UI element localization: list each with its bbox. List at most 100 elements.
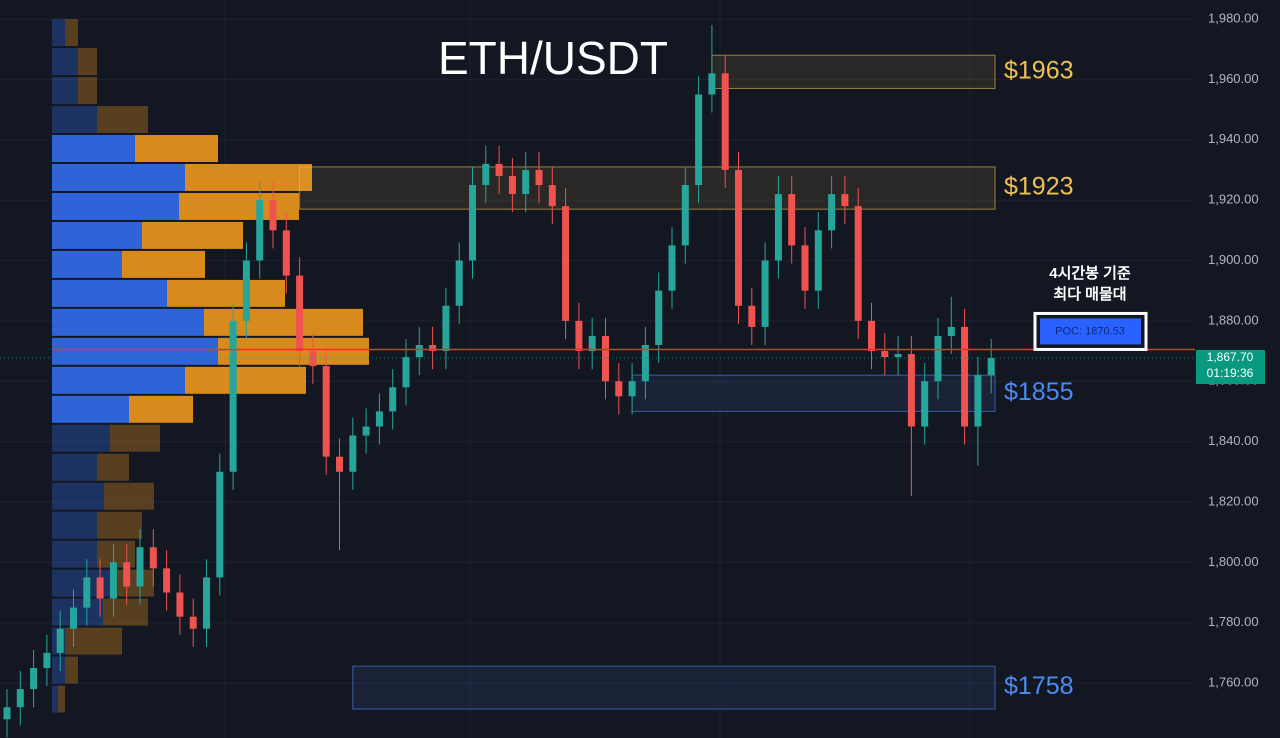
profile-sell [135, 135, 218, 162]
candle-body [695, 94, 703, 186]
profile-sell [129, 395, 193, 423]
zone-label: $1963 [1004, 56, 1074, 84]
candle-body [229, 320, 237, 472]
candle-body [136, 547, 144, 587]
profile-buy [52, 308, 204, 336]
y-tick-label: 1,980.00 [1208, 10, 1259, 25]
candle-body [83, 577, 91, 608]
chart-title: ETH/USDT [438, 32, 668, 84]
y-tick-label: 1,820.00 [1208, 493, 1259, 508]
profile-buy [52, 192, 179, 220]
candle-body [562, 206, 570, 321]
candle-body [189, 616, 197, 629]
profile-buy [52, 598, 103, 626]
profile-buy [52, 453, 97, 481]
y-tick-label: 1,800.00 [1208, 554, 1259, 569]
profile-buy [52, 77, 78, 105]
candle-body [56, 628, 64, 653]
candle-body [242, 260, 250, 321]
profile-sell [65, 19, 78, 47]
y-tick-label: 1,900.00 [1208, 252, 1259, 267]
candle-body [389, 387, 397, 412]
candle-body [841, 194, 849, 207]
profile-sell [218, 337, 369, 365]
grid [0, 0, 1195, 738]
profile-sell [167, 279, 285, 307]
profile-sell [97, 106, 148, 134]
candle-body [70, 607, 77, 629]
candle-body [947, 326, 955, 336]
zone [352, 665, 996, 710]
candle-body [814, 230, 822, 291]
profile-buy [52, 511, 97, 539]
profile-sell [78, 48, 97, 76]
poc-inner [1040, 318, 1141, 345]
candle-body [588, 335, 596, 352]
y-tick-label: 1,940.00 [1208, 131, 1259, 146]
candle-body [602, 335, 609, 382]
candle-body [668, 245, 676, 291]
profile-sell [142, 221, 243, 249]
candle-body [721, 73, 729, 170]
candle-body [375, 411, 383, 427]
profile-buy [52, 366, 185, 394]
countdown: 01:19:36 [1207, 366, 1254, 380]
zone-label: $1855 [1004, 378, 1074, 406]
candle-body [96, 577, 104, 599]
candle-body [974, 375, 982, 427]
profile-buy [52, 279, 167, 307]
profile-buy [52, 685, 58, 713]
candle-body [336, 456, 343, 472]
candle-body [535, 169, 543, 186]
candle-body [748, 305, 756, 327]
zone [631, 374, 996, 412]
y-tick-label: 1,880.00 [1208, 312, 1259, 327]
candle-body [774, 194, 782, 261]
profile-buy [52, 424, 110, 452]
candle-body [203, 577, 210, 629]
zone-label: $1758 [1004, 672, 1074, 700]
candle-body [881, 351, 889, 358]
profile-sell [103, 598, 148, 626]
candles [3, 25, 995, 738]
candle-body [282, 230, 290, 276]
candle-body [269, 200, 277, 231]
poc-note: 4시간봉 기준 [1049, 265, 1131, 282]
candle-body [163, 568, 171, 593]
candle-body [788, 194, 796, 246]
candle-body [322, 366, 330, 457]
profile-buy [52, 337, 218, 365]
profile-buy [52, 135, 135, 162]
profile-sell [185, 366, 306, 394]
candle-body [801, 245, 809, 291]
candle-body [868, 320, 875, 352]
candle-body [16, 689, 24, 708]
profile-sell [97, 453, 129, 481]
profile-buy [52, 656, 65, 684]
profile-buy [52, 482, 104, 510]
profile-sell [110, 424, 160, 452]
profile-sell [97, 511, 142, 539]
candle-body [575, 320, 583, 352]
candle-body [469, 185, 476, 261]
candle-body [3, 707, 11, 720]
last-price-tag [1196, 349, 1265, 384]
candle-body [123, 562, 131, 587]
candle-body [402, 357, 410, 388]
candle-body [921, 381, 929, 427]
candle-body [615, 381, 623, 397]
y-tick-label: 1,760.00 [1208, 675, 1259, 690]
profile-buy [52, 250, 122, 278]
poc-label: POC: 1870.53 [1055, 325, 1125, 337]
profile-sell [78, 77, 97, 105]
candle-body [907, 354, 915, 427]
candle-body [349, 435, 357, 472]
zones: $1963 $1923 $1855 $1758 [299, 54, 1074, 710]
zone [299, 166, 996, 210]
candle-body [43, 652, 51, 668]
profile-buy [52, 221, 142, 249]
candle-body [655, 290, 663, 346]
y-tick-label: 1,960.00 [1208, 71, 1259, 86]
candle-body [309, 351, 317, 367]
